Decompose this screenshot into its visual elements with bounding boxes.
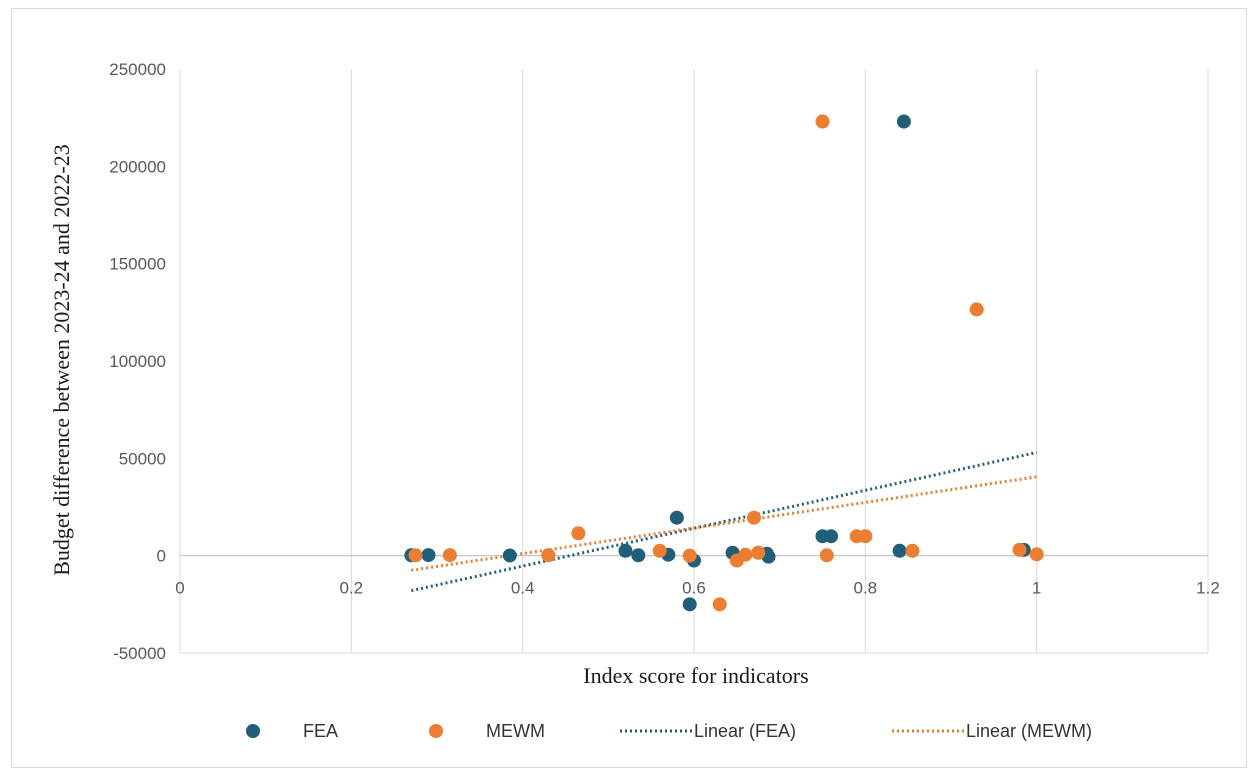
x-tick-label: 1.2	[1196, 579, 1220, 598]
data-point-mewm	[1029, 547, 1044, 562]
data-point-mewm	[969, 302, 984, 317]
data-point-mewm	[541, 548, 556, 563]
data-point-mewm	[1012, 542, 1027, 557]
data-point-fea	[896, 114, 911, 129]
legend-label: Linear (FEA)	[694, 721, 796, 741]
data-point-mewm	[751, 545, 766, 560]
data-point-fea	[502, 548, 517, 563]
data-point-fea	[669, 510, 684, 525]
y-tick-label: -50000	[113, 644, 166, 663]
data-point-mewm	[712, 597, 727, 612]
trendline-linear-fea	[410, 451, 1037, 593]
data-point-fea	[682, 597, 697, 612]
data-point-mewm	[815, 114, 830, 129]
tick-labels: 0 0.2 0.4 0.6 0.8 1 1.2 -50000 0 50000 100000 15000…	[109, 60, 1220, 663]
legend-label: FEA	[303, 721, 338, 741]
y-tick-label: 150000	[109, 255, 166, 274]
data-point-mewm	[408, 548, 423, 563]
legend-label: Linear (MEWM)	[966, 721, 1092, 741]
data-points	[404, 114, 1044, 612]
y-tick-label: 250000	[109, 60, 166, 79]
y-axis-title: Budget difference between 2023-24 and 20…	[49, 144, 74, 576]
data-point-mewm	[682, 548, 697, 563]
x-axis-title: Index score for indicators	[583, 663, 808, 688]
data-point-fea	[824, 529, 839, 544]
y-tick-label: 0	[157, 547, 166, 566]
y-tick-label: 100000	[109, 352, 166, 371]
x-tick-label: 0.8	[854, 579, 878, 598]
data-point-fea	[421, 548, 436, 563]
data-point-mewm	[819, 548, 834, 563]
legend-label: MEWM	[486, 721, 545, 741]
data-point-mewm	[652, 543, 667, 558]
data-point-mewm	[858, 529, 873, 544]
x-tick-label: 0.6	[682, 579, 706, 598]
trendlines	[410, 451, 1037, 593]
data-point-mewm	[738, 547, 753, 562]
data-point-fea	[618, 543, 633, 558]
legend-marker-mewm	[429, 724, 443, 738]
data-point-mewm	[571, 526, 586, 541]
y-tick-label: 200000	[109, 157, 166, 176]
data-point-fea	[631, 548, 646, 563]
x-tick-label: 0	[175, 579, 184, 598]
data-point-fea	[892, 543, 907, 558]
legend: FEA MEWM Linear (FEA) Linear (MEWM)	[246, 721, 1092, 741]
data-point-mewm	[442, 548, 457, 563]
chart-area	[11, 8, 1247, 768]
data-point-mewm	[905, 543, 920, 558]
x-tick-label: 1	[1032, 579, 1041, 598]
data-point-mewm	[746, 510, 761, 525]
x-tick-label: 0.2	[340, 579, 364, 598]
legend-marker-fea	[246, 724, 260, 738]
y-tick-label: 50000	[119, 449, 166, 468]
x-tick-label: 0.4	[511, 579, 535, 598]
